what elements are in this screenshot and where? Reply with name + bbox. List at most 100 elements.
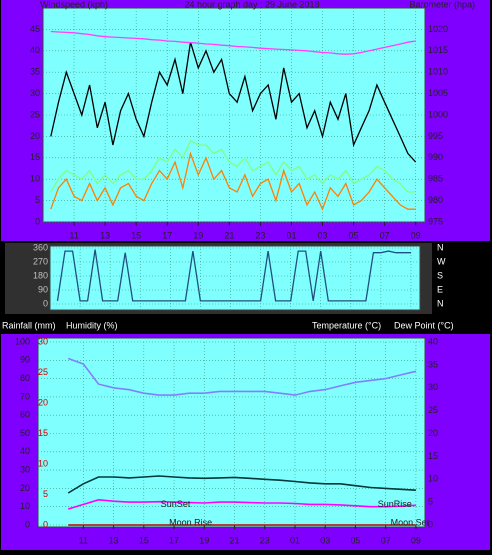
y-tick-label: 0 (35, 216, 40, 226)
y2-tick-label: 995 (428, 131, 443, 141)
y2-tick-label: 1000 (428, 109, 448, 119)
x-tick-label: 03 (318, 230, 328, 240)
y2-tick-label: 1005 (428, 88, 448, 98)
humidity-axis-label: Humidity (%) (66, 320, 118, 330)
x-tick-label: 15 (131, 230, 141, 240)
x-tick-label: 13 (100, 230, 110, 240)
x-tick-label: 15 (139, 535, 149, 545)
y-tick-label: 90 (38, 284, 48, 294)
x-tick-label: 13 (109, 535, 119, 545)
y-tick-label: 5 (35, 195, 40, 205)
y-tick-label: 90 (20, 355, 30, 365)
y-tick-label: 60 (20, 410, 30, 420)
y2-tick-label: 10 (428, 474, 438, 484)
x-tick-label: 01 (290, 535, 300, 545)
y2-tick-label: N (437, 242, 444, 252)
y-tick-label: 100 (15, 336, 30, 346)
y2-tick-label: 1010 (428, 67, 448, 77)
y2-tick-label: N (437, 298, 444, 308)
wind-axis-label: Windspeed (kph) (40, 0, 108, 9)
y2-tick-label: 975 (428, 216, 443, 226)
y2-tick-label: 20 (428, 428, 438, 438)
y-tick-label: 360 (33, 242, 48, 252)
y3-tick-label: 5 (43, 489, 48, 499)
x-tick-label: 23 (255, 230, 265, 240)
barometer-axis-label: Barometer (hpa) (409, 0, 475, 9)
chart-title: 24 hour graph day : 29 June 2018 (184, 0, 319, 9)
y-tick-label: 40 (30, 45, 40, 55)
y2-tick-label: 5 (428, 497, 433, 507)
y2-tick-label: 25 (428, 405, 438, 415)
series-line (67, 475, 416, 494)
y-tick-label: 10 (30, 174, 40, 184)
temperature-axis-label: Temperature (°C) (312, 320, 381, 330)
series-line (67, 357, 417, 396)
series-line (67, 498, 416, 510)
y-tick-label: 270 (33, 256, 48, 266)
y-tick-label: 45 (30, 24, 40, 34)
x-tick-label: 09 (411, 230, 421, 240)
series-line (50, 42, 417, 163)
y2-tick-label: S (437, 270, 443, 280)
y2-tick-label: 35 (428, 359, 438, 369)
y2-tick-label: 15 (428, 451, 438, 461)
x-tick-label: 07 (381, 535, 391, 545)
annotation: Moon Set (391, 518, 430, 528)
y3-tick-label: 10 (38, 458, 48, 468)
y3-tick-label: 30 (38, 336, 48, 346)
direction-plot (49, 245, 421, 311)
series-line (50, 139, 416, 193)
y2-tick-label: 1015 (428, 45, 448, 55)
x-tick-label: 03 (320, 535, 330, 545)
x-tick-label: 11 (69, 230, 78, 240)
y2-tick-label: W (437, 256, 446, 266)
y2-tick-label: 980 (428, 195, 443, 205)
y-tick-label: 50 (20, 428, 30, 438)
x-tick-label: 19 (193, 230, 203, 240)
y-tick-label: 70 (20, 391, 30, 401)
series-line (56, 249, 411, 302)
y2-tick-label: 0 (428, 519, 433, 529)
y3-tick-label: 15 (38, 428, 48, 438)
temp-plot (37, 337, 426, 528)
x-tick-label: 17 (162, 230, 172, 240)
y2-tick-label: 1020 (428, 24, 448, 34)
y2-tick-label: 40 (428, 336, 438, 346)
y2-tick-label: E (437, 284, 443, 294)
x-tick-label: 11 (79, 535, 88, 545)
y-tick-label: 25 (30, 109, 40, 119)
y-tick-label: 20 (20, 483, 30, 493)
y-tick-label: 35 (30, 67, 40, 77)
y-tick-label: 180 (33, 270, 48, 280)
x-tick-label: 07 (380, 230, 390, 240)
y2-tick-label: 985 (428, 174, 443, 184)
y3-tick-label: 25 (38, 367, 48, 377)
y-tick-label: 15 (30, 152, 40, 162)
x-tick-label: 05 (350, 535, 360, 545)
x-tick-label: 05 (349, 230, 359, 240)
y-tick-label: 20 (30, 131, 40, 141)
x-tick-label: 17 (169, 535, 179, 545)
x-tick-label: 19 (199, 535, 209, 545)
y-tick-label: 40 (20, 446, 30, 456)
rain-axis-label: Rainfall (mm) (2, 320, 56, 330)
x-tick-label: 23 (260, 535, 270, 545)
y3-tick-label: 20 (38, 397, 48, 407)
y3-tick-label: 0 (43, 519, 48, 529)
y-tick-label: 0 (43, 298, 48, 308)
y2-tick-label: 990 (428, 152, 443, 162)
y-tick-label: 30 (30, 88, 40, 98)
dew-point-axis-label: Dew Point (°C) (394, 320, 454, 330)
y-tick-label: 0 (25, 519, 30, 529)
y-tick-label: 80 (20, 373, 30, 383)
series-line (50, 151, 416, 211)
y-tick-label: 30 (20, 464, 30, 474)
x-tick-label: 01 (286, 230, 296, 240)
x-tick-label: 21 (230, 535, 240, 545)
annotation: SunSet (161, 499, 191, 509)
x-tick-label: 21 (224, 230, 234, 240)
annotation: SunRise (378, 499, 412, 509)
y2-tick-label: 30 (428, 382, 438, 392)
